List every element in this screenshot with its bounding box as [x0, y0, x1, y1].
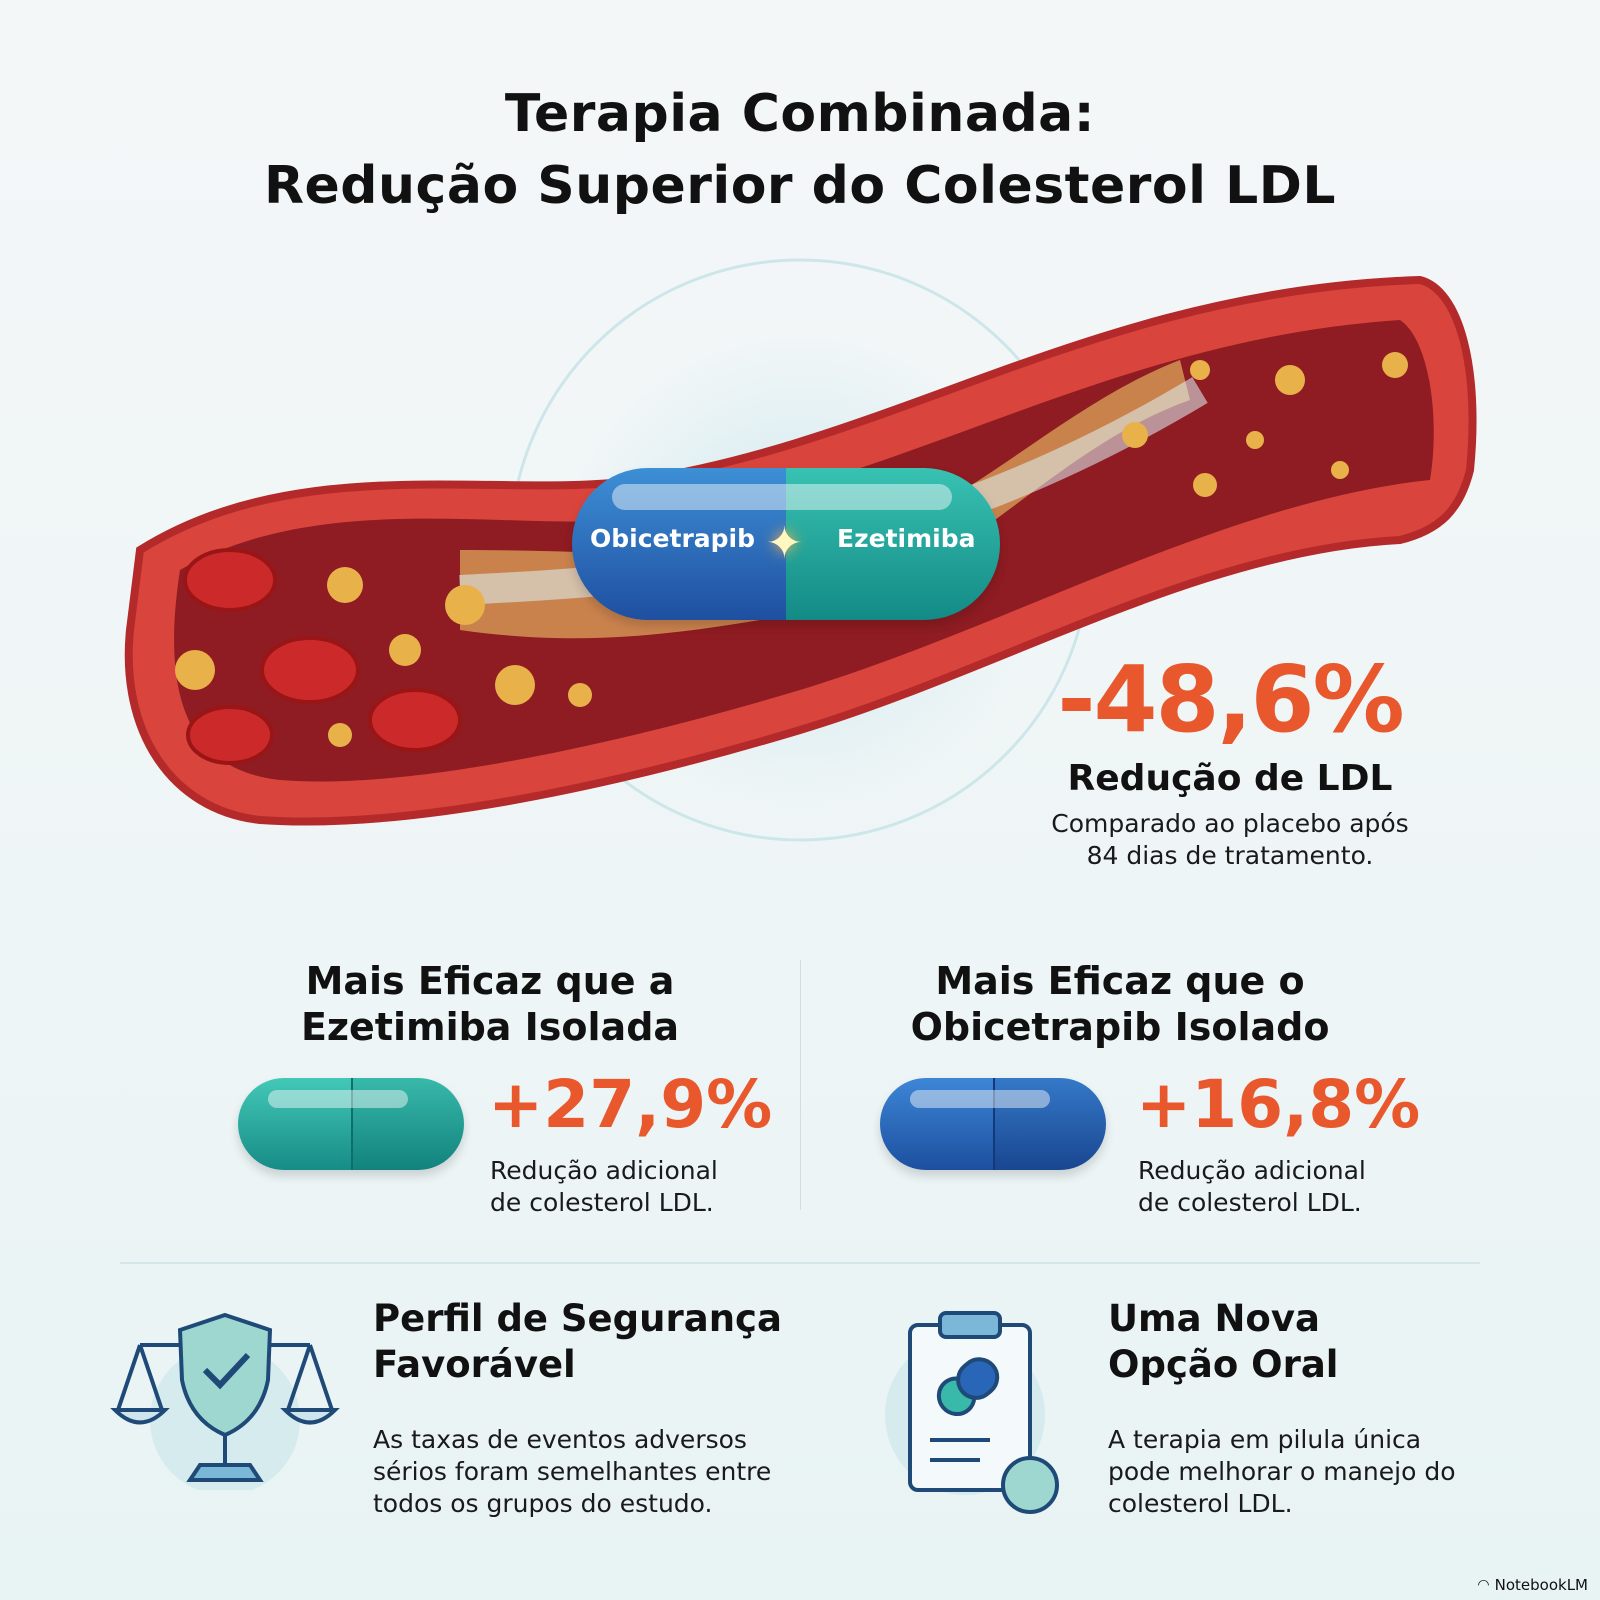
compare-stat: +27,9%: [488, 1066, 773, 1143]
compare-desc-2: de colesterol LDL.: [490, 1188, 714, 1217]
main-stat-desc-2: 84 dias de tratamento.: [1086, 841, 1374, 870]
feature-title-2: Opção Oral: [1108, 1343, 1339, 1386]
main-stat-desc-1: Comparado ao placebo após: [1051, 809, 1409, 838]
feature-title-1: Perfil de Segurança: [373, 1297, 782, 1340]
divider-vertical: [800, 960, 801, 1210]
clipboard-pill-icon: [885, 1311, 1059, 1514]
shield-scale-icon: [110, 1312, 340, 1490]
main-stat-label: Redução de LDL: [1067, 758, 1393, 799]
divider-horizontal: [120, 1262, 1480, 1264]
compare-stat: +16,8%: [1136, 1066, 1421, 1143]
feature-title-2: Favorável: [373, 1343, 576, 1386]
sparkle-icon: ✦: [766, 518, 803, 569]
compare-title-1: Mais Eficaz que a: [305, 959, 675, 1003]
main-stat-value: -48,6%: [1057, 646, 1404, 753]
compare-desc-2: de colesterol LDL.: [1138, 1188, 1362, 1217]
feature-desc-2: sérios foram semelhantes entre: [373, 1457, 772, 1486]
compare-title-2: Obicetrapib Isolado: [910, 1005, 1330, 1049]
feature-desc-2: pode melhorar o manejo do: [1108, 1457, 1456, 1486]
notebooklm-branding: ◠ NotebookLM: [1477, 1576, 1588, 1594]
main-stat-block: -48,6% Redução de LDL Comparado ao place…: [1010, 650, 1450, 872]
feature-title-1: Uma Nova: [1108, 1297, 1320, 1340]
feature-desc-3: colesterol LDL.: [1108, 1489, 1293, 1518]
title-line-1: Terapia Combinada:: [504, 84, 1096, 144]
pill-label-ezetimiba: Ezetimiba: [837, 524, 976, 553]
blue-pill-icon: [880, 1078, 1106, 1170]
compare-desc-1: Redução adicional: [490, 1156, 718, 1185]
feature-desc-1: A terapia em pilula única: [1108, 1425, 1422, 1454]
combination-pill: Obicetrapib Ezetimiba ✦: [572, 468, 1000, 620]
compare-desc-1: Redução adicional: [1138, 1156, 1366, 1185]
pill-label-obicetrapib: Obicetrapib: [590, 524, 756, 553]
feature-desc-3: todos os grupos do estudo.: [373, 1489, 713, 1518]
page-title: Terapia Combinada: Redução Superior do Co…: [0, 78, 1600, 222]
branding-text: NotebookLM: [1494, 1576, 1588, 1594]
compare-title-2: Ezetimiba Isolada: [300, 1005, 680, 1049]
teal-pill-icon: [238, 1078, 464, 1170]
feature-desc-1: As taxas de eventos adversos: [373, 1425, 747, 1454]
notebooklm-logo-icon: ◠: [1477, 1577, 1490, 1593]
title-line-2: Redução Superior do Colesterol LDL: [263, 156, 1337, 216]
compare-title-1: Mais Eficaz que o: [935, 959, 1305, 1003]
